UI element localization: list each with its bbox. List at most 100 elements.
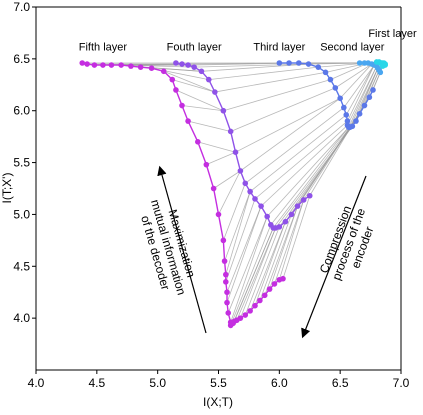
data-point-series-1 [282, 218, 289, 225]
y-tick-label: 4.5 [13, 259, 30, 273]
data-point-series-0 [203, 161, 210, 168]
data-point-series-2 [366, 94, 373, 101]
connector-line [213, 170, 241, 189]
data-point-series-0 [247, 308, 253, 314]
y-axis-label: I(T;X') [0, 173, 14, 204]
layer-label: Fouth layer [167, 41, 222, 53]
data-point-series-1 [294, 203, 301, 209]
data-point-series-2 [305, 61, 312, 67]
data-point-series-2 [344, 118, 351, 124]
layer-label: Third layer [253, 41, 305, 53]
data-point-series-0 [173, 87, 179, 93]
connector-line [240, 227, 277, 319]
connector-line [348, 65, 378, 128]
data-point-series-0 [225, 310, 232, 316]
data-point-series-2 [353, 118, 359, 124]
data-point-series-0 [223, 271, 229, 278]
series-line-0 [82, 62, 284, 327]
data-point-series-0 [271, 281, 278, 287]
axes [35, 6, 402, 371]
connector-line [249, 221, 286, 312]
data-point-series-2 [315, 64, 322, 70]
data-point-series-0 [128, 63, 134, 69]
data-point-series-0 [185, 118, 191, 124]
layer-labels: Fifth layer Fouth layer Third layer Second … [79, 28, 417, 53]
data-point-series-0 [100, 62, 106, 68]
data-point-series-0 [280, 275, 286, 282]
x-tick-label: 4.0 [28, 376, 45, 390]
data-point-series-0 [118, 62, 124, 68]
data-point-series-1 [264, 213, 270, 220]
connector-line [230, 224, 272, 326]
data-point-series-1 [173, 60, 179, 66]
connector-lines [82, 61, 386, 326]
y-tick-label: 6.0 [13, 104, 30, 118]
data-point-series-0 [257, 297, 263, 304]
connector-line [230, 216, 268, 323]
connector-line [163, 70, 216, 93]
connector-line [175, 89, 224, 112]
annotations: Maximization mutual information of the d… [138, 165, 376, 339]
connector-line [208, 66, 319, 80]
x-tick-label: 6.0 [271, 376, 288, 390]
data-point-series-0 [137, 64, 144, 70]
y-tick-label: 4.0 [13, 311, 30, 325]
data-point-series-1 [220, 107, 227, 114]
data-point-series-2 [341, 104, 347, 111]
data-point-series-0 [221, 258, 228, 264]
connector-line [269, 206, 298, 290]
y-tick-label: 5.5 [13, 156, 30, 170]
connector-line [249, 114, 347, 192]
connector-line [214, 71, 326, 93]
data-point-series-1 [237, 168, 244, 174]
data-point-series-2 [337, 95, 343, 102]
data-point-series-0 [220, 237, 227, 244]
connector-line [347, 64, 375, 122]
data-point-series-0 [266, 286, 273, 292]
connector-line [339, 63, 373, 99]
y-tick-label: 5.0 [13, 207, 30, 221]
data-point-series-3 [377, 69, 384, 76]
connector-line [278, 199, 305, 280]
connector-line [264, 205, 298, 296]
series-line-1 [175, 62, 311, 229]
x-tick-label: 5.0 [149, 376, 166, 390]
connector-line [330, 62, 369, 80]
connector-line [227, 216, 268, 314]
data-point-series-1 [252, 196, 258, 202]
connector-line [372, 72, 381, 91]
data-point-series-2 [349, 123, 356, 130]
layer-label: Second layer [320, 41, 385, 53]
connector-line [226, 205, 262, 293]
connector-line [187, 120, 231, 132]
data-point-series-1 [300, 197, 307, 203]
data-point-series-0 [215, 211, 222, 218]
data-point-series-1 [247, 188, 253, 195]
data-point-series-1 [288, 211, 295, 218]
tick-labels: 4.0 4.5 5.0 5.5 6.0 6.5 7.0 4.0 4.5 5.0 5.5 6.0 6.5 7… [13, 0, 409, 390]
data-point-series-1 [179, 61, 185, 67]
data-point-series-2 [343, 112, 350, 118]
connector-line [226, 205, 262, 303]
decoder-arrow [157, 165, 207, 334]
data-point-series-1 [198, 68, 205, 75]
layer-label: Fifth layer [79, 41, 128, 53]
connector-line [343, 64, 375, 108]
connector-line [225, 198, 256, 282]
connector-line [245, 107, 345, 184]
data-point-series-2 [361, 102, 368, 109]
data-point-series-0 [252, 302, 258, 309]
data-point-series-0 [148, 65, 155, 71]
connector-line [254, 120, 348, 200]
encoder-arrow [301, 175, 367, 339]
data-point-series-1 [191, 64, 197, 70]
data-point-series-2 [327, 76, 334, 83]
x-tick-label: 7.0 [393, 376, 410, 390]
data-point-series-1 [276, 224, 283, 230]
connector-line [259, 214, 292, 301]
x-axis-label: I(X;T) [203, 395, 233, 409]
data-point-series-1 [212, 89, 218, 95]
data-points [79, 59, 388, 329]
x-tick-label: 4.5 [88, 376, 105, 390]
